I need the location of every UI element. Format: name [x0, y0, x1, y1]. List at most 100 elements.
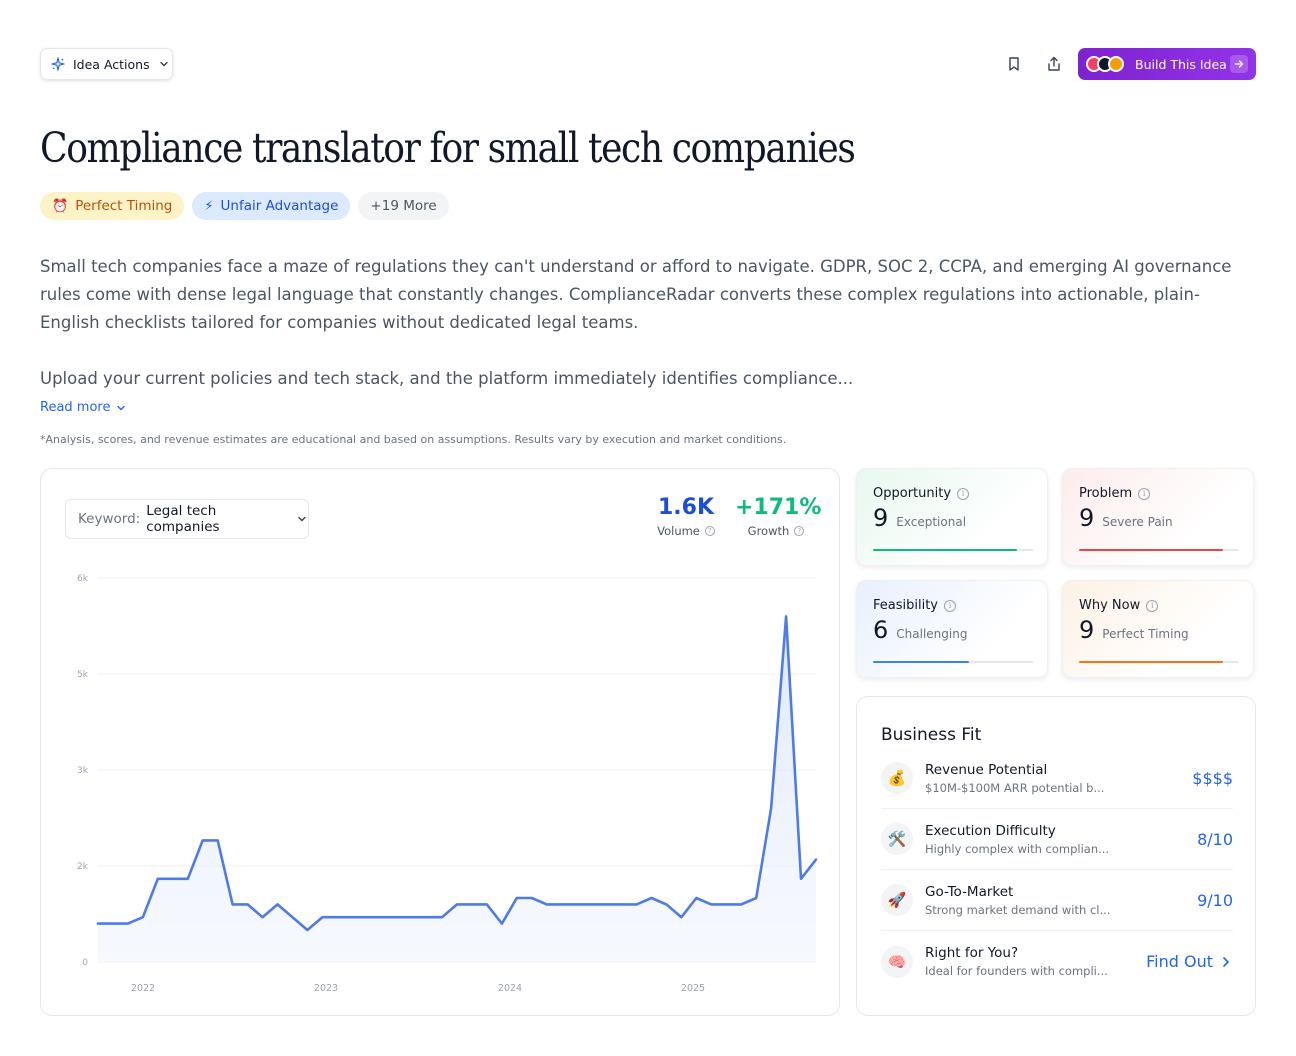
keyword-select[interactable]: Keyword: Legal tech companies: [65, 499, 309, 539]
idea-actions-button[interactable]: Idea Actions: [40, 48, 173, 80]
row-subtitle: $10M-$100M ARR potential b...: [925, 780, 1105, 795]
y-tick-label: 3k: [77, 766, 89, 776]
help-icon[interactable]: ?: [704, 526, 715, 536]
avatar: [1108, 56, 1124, 72]
tools-icon: 🛠️: [881, 823, 913, 855]
x-tick-label: 2023: [314, 983, 338, 994]
tag-perfect-timing[interactable]: ⏰ Perfect Timing: [40, 192, 185, 220]
growth-stat: +171% Growth?: [735, 495, 821, 538]
score-track: [1079, 549, 1239, 551]
brain-icon: 🧠: [881, 945, 913, 978]
row-title: Go-To-Market: [925, 883, 1014, 900]
read-more-link[interactable]: Read more: [40, 400, 126, 415]
rocket-icon: 🚀: [881, 884, 913, 916]
score-value: 9: [1079, 616, 1095, 644]
volume-stat: 1.6K Volume?: [653, 495, 719, 538]
row-subtitle: Strong market demand with cl...: [925, 902, 1111, 917]
score-track: [873, 661, 1033, 663]
find-out-link[interactable]: Find Out: [1146, 952, 1233, 971]
tag-label: +19 More: [370, 198, 437, 214]
disclaimer: *Analysis, scores, and revenue estimates…: [40, 433, 787, 446]
share-icon: [1048, 56, 1060, 71]
score-name: Feasibility: [873, 598, 938, 613]
score-value: 9: [873, 504, 889, 532]
x-tick-label: 2024: [498, 983, 522, 994]
score-value: 6: [873, 616, 889, 644]
trend-chart: 0 2k 3k 5k 6k 2022 2023 2024 2025: [77, 574, 818, 994]
build-this-idea-label: Build This Idea: [1135, 56, 1227, 72]
score-card-feasibility[interactable]: Feasibility i 6 Challenging: [856, 580, 1048, 678]
builder-avatars: [1086, 56, 1124, 72]
volume-label: Volume: [657, 524, 700, 538]
business-fit-row-execution[interactable]: 🛠️ Execution Difficulty Highly complex w…: [881, 809, 1233, 870]
top-bar: Idea Actions Build This Idea: [40, 48, 1256, 80]
growth-label: Growth: [747, 524, 790, 538]
tag-unfair-advantage[interactable]: ⚡ Unfair Advantage: [192, 192, 351, 220]
score-name: Opportunity: [873, 486, 952, 501]
description-paragraph: Small tech companies face a maze of regu…: [40, 257, 1232, 332]
page-title: Compliance translator for small tech com…: [40, 124, 856, 172]
chevron-down-icon: [298, 516, 306, 522]
lightning-icon: ⚡: [204, 198, 214, 214]
bookmark-icon: [1009, 57, 1019, 71]
y-tick-label: 0: [82, 958, 88, 968]
row-title: Right for You?: [925, 945, 1019, 961]
series-line: [96, 615, 818, 932]
row-title: Revenue Potential: [925, 761, 1048, 778]
score-track: [873, 549, 1033, 551]
info-icon[interactable]: i: [1138, 487, 1151, 500]
score-name: Why Now: [1079, 598, 1141, 613]
x-tick-label: 2025: [681, 983, 705, 994]
help-icon[interactable]: ?: [794, 526, 805, 536]
score-fill: [1079, 661, 1223, 663]
business-fit-row-right-for-you[interactable]: 🧠 Right for You? Ideal for founders with…: [881, 931, 1233, 992]
description: Small tech companies face a maze of regu…: [40, 253, 1256, 421]
score-fill: [873, 549, 1017, 551]
keyword-value: Legal tech companies: [146, 503, 220, 535]
arrow-right-icon: [1230, 55, 1248, 73]
business-fit-row-revenue[interactable]: 💰 Revenue Potential $10M-$100M ARR poten…: [881, 748, 1233, 809]
keyword-trend-card: Keyword: Legal tech companies 1.6K Volum…: [40, 468, 840, 1016]
tag-more[interactable]: +19 More: [358, 192, 449, 220]
idea-actions-label: Idea Actions: [73, 56, 150, 72]
description-paragraph: Upload your current policies and tech st…: [40, 369, 854, 388]
money-bag-icon: 💰: [881, 762, 913, 794]
score-name: Problem: [1079, 486, 1133, 501]
score-track: [1079, 661, 1239, 663]
read-more-label: Read more: [40, 400, 111, 415]
y-tick-label: 6k: [77, 574, 89, 584]
score-word: Severe Pain: [1102, 515, 1173, 529]
y-tick-label: 2k: [77, 862, 89, 872]
tag-list: ⏰ Perfect Timing ⚡ Unfair Advantage +19 …: [40, 192, 449, 220]
info-icon[interactable]: i: [1146, 599, 1159, 612]
sparkle-icon: [51, 57, 65, 71]
info-icon[interactable]: i: [957, 487, 970, 500]
business-fit-row-go-to-market[interactable]: 🚀 Go-To-Market Strong market demand with…: [881, 870, 1233, 931]
chevron-down-icon: [117, 405, 126, 410]
business-fit-title: Business Fit: [881, 725, 982, 745]
score-word: Perfect Timing: [1102, 627, 1189, 641]
tag-label: Unfair Advantage: [220, 198, 339, 214]
business-fit-card: Business Fit 💰 Revenue Potential $10M-$1…: [856, 696, 1256, 1016]
bookmark-button[interactable]: [1002, 52, 1026, 76]
score-fill: [1079, 549, 1223, 551]
info-icon[interactable]: i: [944, 599, 956, 612]
score-card-problem[interactable]: Problem i 9 Severe Pain: [1062, 468, 1254, 566]
row-value: $$$$: [1192, 768, 1233, 788]
row-subtitle: Highly complex with complian...: [925, 841, 1110, 856]
build-this-idea-button[interactable]: Build This Idea: [1078, 48, 1256, 80]
score-word: Exceptional: [896, 515, 967, 529]
score-card-opportunity[interactable]: Opportunity i 9 Exceptional: [856, 468, 1048, 566]
keyword-label: Keyword:: [78, 511, 141, 527]
score-value: 9: [1079, 504, 1095, 532]
row-subtitle: Ideal for founders with compli...: [925, 964, 1108, 978]
series-area: [98, 616, 816, 962]
score-card-why-now[interactable]: Why Now i 9 Perfect Timing: [1062, 580, 1254, 678]
row-title: Execution Difficulty: [925, 822, 1056, 839]
score-fill: [873, 661, 969, 663]
y-tick-label: 5k: [77, 670, 89, 680]
row-value: 8/10: [1197, 829, 1233, 849]
score-word: Challenging: [896, 627, 968, 641]
share-button[interactable]: [1042, 52, 1066, 76]
tag-label: Perfect Timing: [75, 198, 173, 214]
